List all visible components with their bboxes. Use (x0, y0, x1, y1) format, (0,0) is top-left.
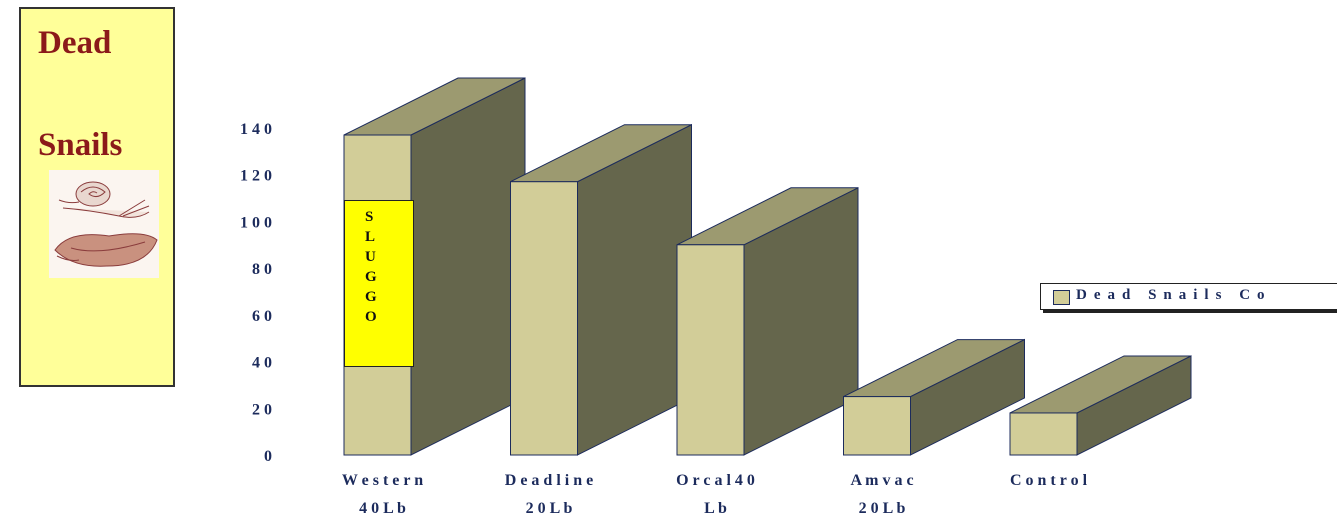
bar-side (410, 77, 526, 456)
snail-slug-image (49, 170, 159, 278)
sluggo-annotation: S L U G G O (344, 200, 414, 367)
x-category-label: D e a d l i n e (505, 472, 593, 489)
x-category-label: 2 0 L b (526, 500, 573, 517)
sluggo-letter-l: L (365, 229, 376, 245)
bar (676, 244, 745, 456)
x-category-label: A m v a c (850, 472, 913, 489)
x-category-label: O r c a l 4 0 (676, 472, 755, 489)
y-tick-label: 2 0 (252, 401, 272, 418)
legend-swatch (1053, 290, 1070, 305)
sluggo-letter-o: O (365, 309, 377, 325)
x-category-label: 2 0 L b (859, 500, 906, 517)
y-tick-label: 1 2 0 (240, 168, 272, 185)
legend: Dead Snails Co (1040, 283, 1337, 310)
title-box: Dead Snails (19, 7, 175, 387)
bar-side (577, 123, 692, 456)
y-tick-label: 1 4 0 (240, 121, 272, 138)
y-tick-label: 8 0 (252, 261, 272, 278)
title-line-snails: Snails (38, 127, 123, 163)
bar (843, 396, 911, 456)
legend-label: Dead Snails Co (1076, 287, 1272, 303)
title-line-dead: Dead (38, 25, 112, 61)
x-category-label: C o n t r o l (1010, 472, 1088, 489)
x-category-label: W e s t e r n (342, 472, 423, 489)
sluggo-letter-u: U (365, 249, 376, 265)
x-category-label: 4 0 L b (359, 500, 406, 517)
bar (510, 181, 578, 456)
x-category-label: L b (704, 500, 727, 517)
y-tick-label: 1 0 0 (240, 214, 272, 231)
sluggo-letter-g1: G (365, 269, 377, 285)
y-tick-label: 0 (264, 448, 272, 465)
y-tick-label: 4 0 (252, 355, 272, 372)
sluggo-letter-s: S (365, 209, 374, 225)
y-tick-label: 6 0 (252, 308, 272, 325)
bar (1009, 412, 1078, 456)
sluggo-letter-g2: G (365, 289, 377, 305)
